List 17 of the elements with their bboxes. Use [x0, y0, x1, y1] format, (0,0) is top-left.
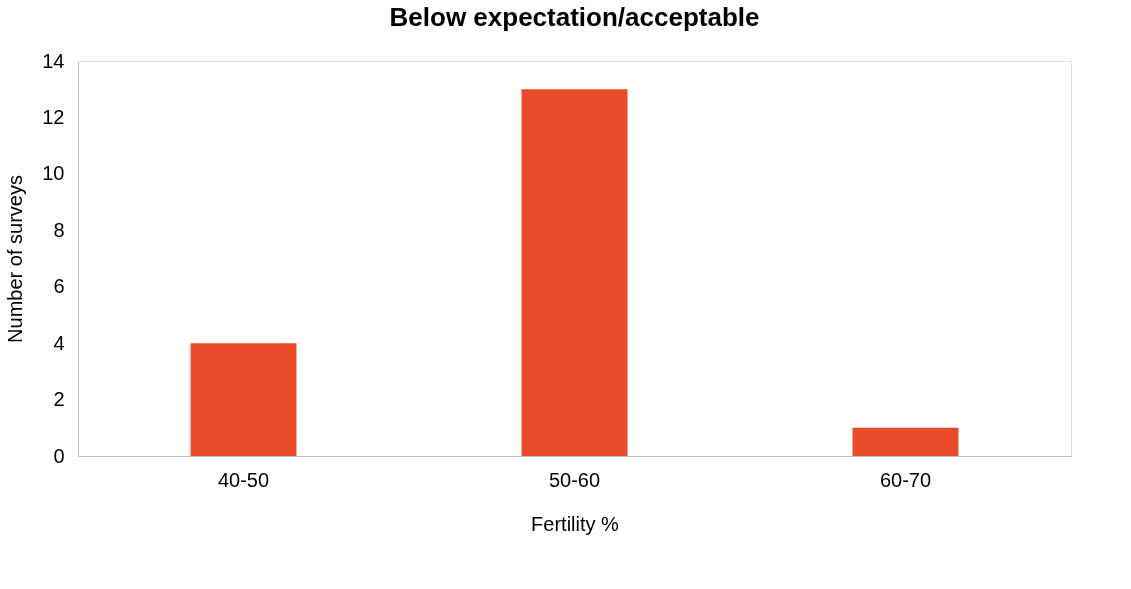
y-tick-label: 8 [53, 218, 65, 241]
y-tick-label: 4 [53, 331, 65, 354]
x-tick-label: 40-50 [217, 468, 270, 491]
y-tick-label: 0 [53, 444, 65, 467]
y-tick-label: 12 [42, 105, 65, 128]
bar [852, 427, 959, 456]
y-tick-label: 10 [42, 162, 65, 185]
y-axis-title: Number of surveys [4, 175, 27, 343]
x-axis-title: Fertility % [531, 512, 620, 535]
x-tick-label: 50-60 [548, 468, 601, 491]
y-tick-label: 2 [53, 388, 65, 411]
chart-title: Below expectation/acceptable [389, 2, 760, 32]
x-tick-label: 60-70 [879, 468, 932, 491]
y-tick-label: 6 [53, 275, 65, 298]
bar [190, 343, 297, 456]
bar [521, 89, 628, 456]
y-tick-label: 14 [42, 49, 65, 72]
